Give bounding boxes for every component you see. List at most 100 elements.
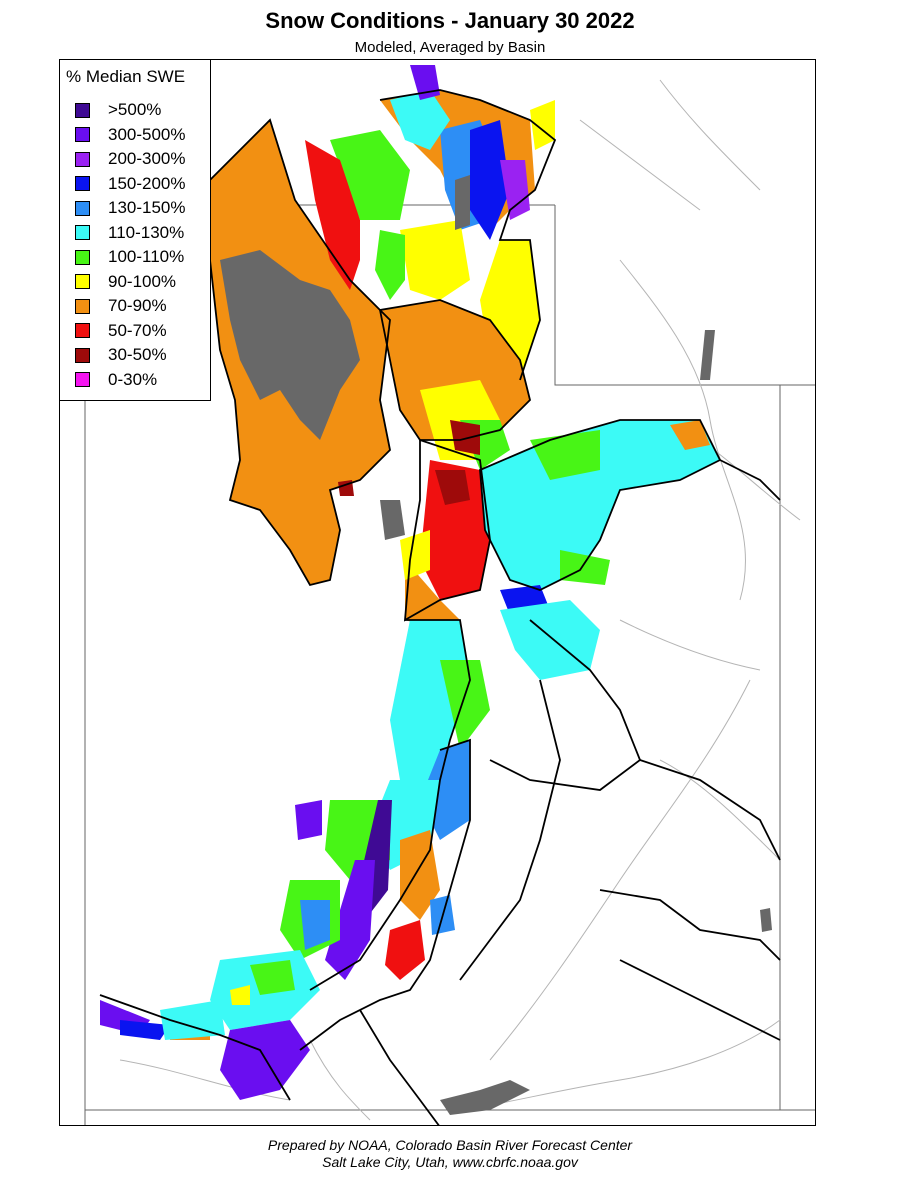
- legend-label: 200-300%: [108, 149, 186, 168]
- basin-outline-south: [299, 738, 471, 1051]
- legend-swatch: [75, 102, 90, 118]
- basin-outline-south-2: [359, 1009, 440, 1125]
- map-subtitle: Modeled, Averaged by Basin: [354, 39, 546, 56]
- region-south-yellow1: [230, 985, 250, 1005]
- snow-conditions-map: [60, 65, 815, 1125]
- legend-swatch: [75, 298, 90, 314]
- region-north-green2: [375, 230, 405, 300]
- region-south-green4: [250, 960, 295, 995]
- legend-label: 30-50%: [108, 345, 167, 364]
- river-north-2: [659, 79, 761, 191]
- legend-item: >500%: [75, 100, 161, 120]
- legend: % Median SWE >500% 300-500% 200-300% 150-20…: [59, 59, 211, 401]
- legend-swatch: [75, 225, 90, 240]
- flaming-gorge: [700, 330, 715, 380]
- legend-label: 0-30%: [108, 369, 158, 389]
- river-south-2: [309, 1039, 371, 1121]
- region-south-blue2: [300, 900, 330, 950]
- legend-swatch: [75, 274, 90, 289]
- legend-swatch: [75, 127, 90, 142]
- region-middle-darkred: [450, 420, 480, 455]
- legend-label: 70-90%: [108, 296, 167, 315]
- legend-item: 50-70%: [75, 321, 167, 341]
- legend-item: 150-200%: [75, 174, 186, 194]
- region-middle-yellow2: [400, 530, 430, 580]
- basin-outline-north: [379, 89, 557, 381]
- snow-regions: [100, 65, 720, 1100]
- region-uinta-cyan: [480, 420, 720, 590]
- legend-item: 200-300%: [75, 149, 186, 169]
- basin-outline-colorado-3: [459, 679, 561, 981]
- region-south-red1: [385, 920, 425, 980]
- legend-item: 100-110%: [75, 247, 184, 267]
- basin-outline-east: [719, 459, 781, 501]
- basin-outline-san-juan: [599, 889, 781, 961]
- river-south-1: [119, 1059, 291, 1101]
- rivers: [119, 79, 801, 1121]
- legend-swatch: [75, 323, 90, 338]
- region-uinta-cyan2: [500, 600, 600, 680]
- region-uinta-green: [530, 430, 600, 480]
- region-south-darkblue1: [120, 1020, 170, 1040]
- region-north-cyan: [390, 90, 450, 150]
- legend-item: 30-50%: [75, 345, 167, 365]
- basin-outline-provo: [403, 438, 491, 622]
- legend-item: 70-90%: [75, 296, 167, 316]
- navajo-lake: [760, 908, 772, 932]
- basin-outline-uinta: [479, 419, 722, 591]
- region-south-purple1: [325, 860, 375, 980]
- legend-label: 300-500%: [108, 124, 186, 144]
- lake-powell: [440, 1080, 530, 1115]
- legend-label: 150-200%: [108, 173, 186, 193]
- legend-item: 130-150%: [75, 198, 186, 218]
- basin-outline-far-south: [99, 994, 291, 1101]
- legend-swatch: [75, 200, 90, 216]
- legend-swatch: [75, 176, 90, 191]
- legend-item: 90-100%: [75, 272, 176, 292]
- basin-outline-weber: [378, 299, 531, 441]
- basin-outline-sevier: [309, 619, 471, 991]
- river-north-1: [579, 119, 701, 211]
- river-san-juan: [489, 1019, 781, 1106]
- legend-swatch: [75, 151, 90, 167]
- region-north-darkblue: [470, 120, 510, 240]
- great-salt-lake: [220, 250, 360, 440]
- region-south-purple4: [295, 800, 322, 840]
- region-north-red: [305, 140, 360, 290]
- river-east-2: [659, 759, 781, 861]
- region-south-cyan4: [160, 1000, 225, 1040]
- legend-title: % Median SWE: [66, 67, 186, 86]
- region-north-purple: [500, 160, 530, 220]
- map-frame: [59, 59, 816, 1126]
- legend-swatch: [75, 372, 90, 387]
- river-green: [619, 259, 747, 601]
- region-middle-darkred2: [435, 470, 470, 505]
- region-south-green1: [440, 660, 490, 750]
- basin-outline-colorado-2: [639, 759, 781, 861]
- legend-label: 100-110%: [108, 247, 185, 266]
- region-south-orange1: [400, 830, 440, 920]
- legend-item: 300-500%: [75, 125, 186, 145]
- region-middle-red: [420, 460, 490, 600]
- footer-line-1: Prepared by NOAA, Colorado Basin River F…: [267, 1137, 633, 1153]
- region-uinta-orange: [670, 420, 710, 450]
- map-title: Snow Conditions - January 30 2022: [265, 8, 635, 33]
- region-north-yellow2: [400, 220, 470, 300]
- legend-label: 110-130%: [108, 222, 185, 242]
- river-east-3: [619, 619, 761, 671]
- region-uinta-green2: [560, 550, 610, 585]
- bear-lake: [455, 175, 470, 230]
- legend-label: 50-70%: [108, 320, 167, 340]
- legend-label: 90-100%: [108, 271, 177, 291]
- state-line-ut-co: [554, 205, 815, 386]
- legend-item: 110-130%: [75, 223, 184, 243]
- legend-item: 0-30%: [75, 370, 157, 390]
- basin-outline-southeast: [619, 959, 781, 1041]
- footer-line-2: Salt Lake City, Utah, www.cbrfc.noaa.gov: [322, 1154, 578, 1170]
- utah-lake: [380, 500, 405, 540]
- region-north-green: [330, 130, 410, 220]
- footer: Prepared by NOAA, Colorado Basin River F…: [0, 1137, 900, 1171]
- basin-outlines: [99, 89, 781, 1125]
- river-colorado: [489, 679, 751, 1061]
- lakes: [220, 175, 772, 1115]
